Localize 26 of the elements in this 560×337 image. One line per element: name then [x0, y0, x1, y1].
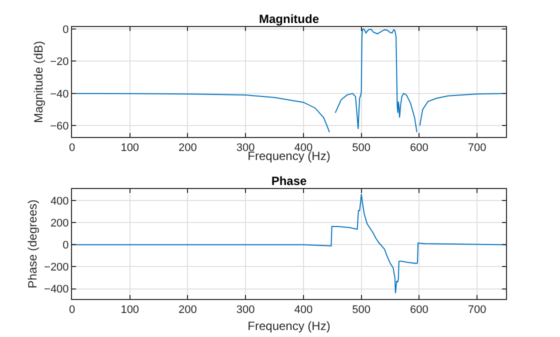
x-tick-label: 500	[352, 304, 371, 316]
x-tick-label: 700	[468, 142, 486, 154]
y-tick-label: −40	[50, 88, 69, 100]
x-tick-label: 100	[120, 304, 140, 316]
x-tick-label: 700	[468, 304, 486, 316]
x-axis-title: Frequency (Hz)	[248, 319, 330, 334]
y-tick-label: 0	[62, 24, 69, 36]
y-tick-label: −400	[44, 284, 69, 296]
x-tick-label: 400	[294, 304, 313, 316]
x-tick-label: 600	[410, 142, 428, 154]
y-axis-title: Phase (degrees)	[25, 200, 40, 288]
y-tick-label: −200	[44, 262, 69, 274]
y-tick-label: 200	[50, 218, 69, 230]
x-tick-label: 200	[178, 142, 197, 154]
chart-title: Phase	[271, 174, 307, 188]
chart-title: Magnitude	[259, 12, 320, 26]
x-tick-label: 300	[236, 304, 255, 316]
y-tick-label: −20	[50, 56, 69, 68]
x-tick-label: 100	[120, 142, 140, 154]
x-tick-label: 200	[178, 304, 197, 316]
y-axis-title: Magnitude (dB)	[31, 40, 46, 124]
x-tick-label: 600	[410, 304, 428, 316]
y-tick-label: 0	[62, 240, 69, 252]
x-tick-label: 500	[352, 142, 371, 154]
y-tick-label: 400	[50, 196, 69, 208]
y-tick-label: −60	[50, 120, 69, 133]
